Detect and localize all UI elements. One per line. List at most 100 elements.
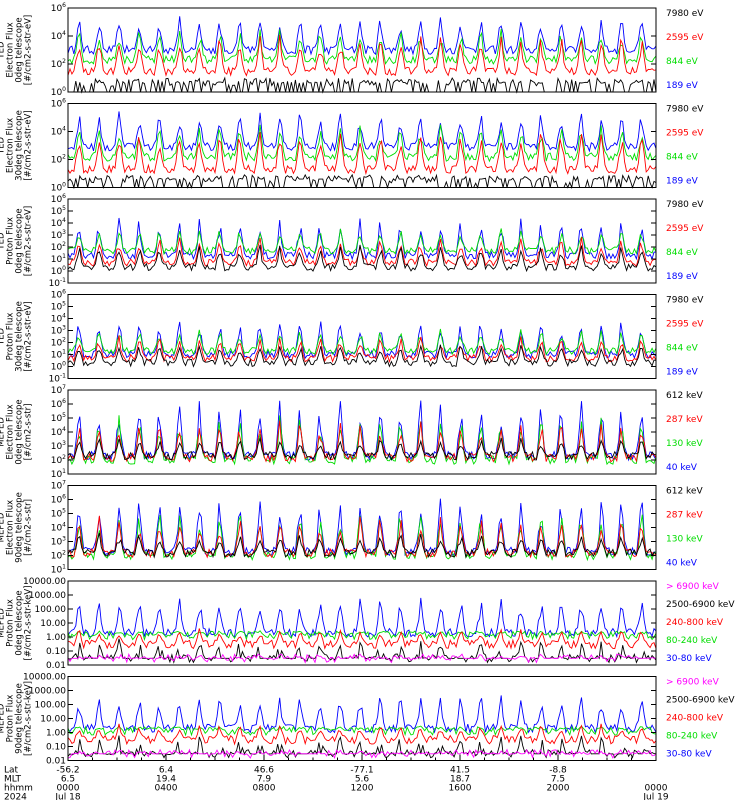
- legend-entry: 287 keV: [666, 415, 703, 425]
- y-axis-label-line: 90deg telescope: [15, 683, 25, 754]
- y-axis-label-line: MEPED: [0, 703, 7, 733]
- legend-entry: 30-80 keV: [666, 654, 712, 664]
- y-axis-label-line: Electron Flux: [6, 404, 16, 459]
- y-tick-label: 101: [51, 253, 66, 265]
- y-tick-label: 1.00: [46, 729, 66, 739]
- series-line-2-1: [67, 173, 657, 190]
- y-tick-label: 104: [51, 30, 66, 42]
- y-tick-label: 102: [51, 58, 66, 70]
- y-tick-label: 100: [51, 182, 66, 194]
- y-axis-label-line: 0deg telescope: [15, 590, 25, 655]
- legend-entry: 7980 eV: [666, 296, 704, 306]
- x-tick-label: 5.6: [355, 775, 370, 785]
- y-axis-label-line: Electron Flux: [6, 500, 16, 555]
- series-line-5-1: [67, 436, 657, 461]
- y-tick-label: 1000.00: [29, 591, 66, 601]
- series-line-1-4: [67, 16, 657, 56]
- x-tick-label: Jul 19: [642, 793, 668, 800]
- series-line-7-4: [67, 629, 657, 642]
- y-tick-label: 104: [51, 426, 66, 438]
- y-tick-label: 106: [51, 398, 66, 410]
- y-tick-label: 106: [51, 193, 66, 205]
- series-line-1-2: [67, 34, 657, 77]
- legend-entry: 189 eV: [666, 272, 699, 282]
- legend-entry: 240-800 keV: [666, 618, 724, 628]
- series-line-7-5: [67, 597, 657, 639]
- series-line-2-3: [67, 124, 657, 163]
- y-axis-label-line: [#/cm2-s-str-eV]: [24, 206, 34, 276]
- y-tick-label: 1000.00: [29, 687, 66, 697]
- y-axis-label-line: [#/cm2-s-str]: [24, 404, 34, 461]
- series-line-8-2: [67, 735, 657, 759]
- y-tick-label: 0.01: [46, 757, 66, 767]
- y-tick-label: 10.00: [40, 715, 66, 725]
- legend-entry: 844 eV: [666, 248, 699, 258]
- y-tick-label: 100: [51, 265, 66, 277]
- y-axis-label: MEPED Proton Flux 0deg telescope [#/cm2-s-s…: [0, 586, 34, 661]
- y-axis-label-line: TED: [0, 136, 7, 155]
- legend-entry: 844 eV: [666, 153, 699, 163]
- y-tick-label: 101: [51, 349, 66, 361]
- legend-entry: 40 keV: [666, 559, 698, 569]
- y-tick-label: 0.10: [46, 743, 66, 753]
- legend-entry: 240-800 keV: [666, 714, 724, 724]
- legend-entry: 7980 eV: [666, 105, 704, 115]
- legend-entry: 189 eV: [666, 177, 699, 187]
- x-tick-label: 6.5: [61, 775, 75, 785]
- y-axis-label: MEPED Electron Flux 0deg telescope [#/cm2-s…: [0, 399, 34, 464]
- series-line-8-1: [67, 748, 657, 760]
- panel-5: 101 102 103 104 105 106 107 MEPED Electron Flux 0…: [0, 384, 703, 480]
- y-axis-label-line: MEPED: [0, 512, 7, 542]
- y-axis-label-line: 30deg telescope: [15, 301, 25, 372]
- legend-entry: > 6900 keV: [666, 678, 720, 688]
- series-line-2-4: [67, 111, 657, 153]
- y-tick-label: 105: [51, 508, 66, 520]
- y-axis-label-line: MEPED: [0, 417, 7, 447]
- x-tick-label: -77.1: [350, 766, 373, 776]
- legend-entry: 2500-6900 keV: [666, 600, 735, 610]
- legend-entry: 130 keV: [666, 439, 703, 449]
- x-tick-label: 0800: [253, 784, 276, 794]
- legend-entry: 2595 eV: [666, 320, 704, 330]
- y-tick-label: 107: [51, 480, 66, 492]
- legend-entry: 612 keV: [666, 487, 703, 497]
- y-tick-label: 10000.00: [23, 673, 66, 683]
- legend-entry: 2595 eV: [666, 129, 704, 139]
- y-tick-label: 102: [51, 550, 66, 562]
- y-tick-label: 104: [51, 217, 66, 229]
- y-tick-label: 107: [51, 384, 66, 396]
- legend-entry: > 6900 keV: [666, 582, 720, 592]
- y-tick-label: 10.00: [40, 619, 66, 629]
- y-tick-label: 100.00: [35, 605, 67, 615]
- panel-1: 100 102 104 106 TED Electron Flux 0deg telesco…: [0, 2, 704, 98]
- y-tick-label: 102: [51, 154, 66, 166]
- y-tick-label: 10000.00: [23, 577, 66, 587]
- y-axis-label: MEPED Proton Flux 90deg telescope [#/cm2-s-…: [0, 681, 34, 756]
- y-axis-label-line: 90deg telescope: [15, 492, 25, 563]
- series-line-7-1: [67, 652, 657, 664]
- legend-entry: 7980 eV: [666, 200, 704, 210]
- series-line-5-4: [67, 400, 657, 462]
- legend-entry: 80-240 keV: [666, 636, 718, 646]
- y-tick-label: 105: [51, 412, 66, 424]
- x-tick-label: 1600: [449, 784, 472, 794]
- y-tick-label: 0.01: [46, 661, 66, 671]
- x-tick-label: 0000: [57, 784, 80, 794]
- x-tick-label: -8.8: [549, 766, 567, 776]
- y-axis-label: TED Proton Flux 0deg telescope [#/cm2-s-str…: [0, 206, 34, 276]
- y-axis-label: TED Electron Flux 30deg telescope [#/cm2-s-…: [0, 110, 34, 181]
- x-tick-label: 2000: [547, 784, 570, 794]
- panel-8: 0.010.101.0010.00100.001000.0010000.00ME…: [0, 673, 735, 767]
- y-axis-label-line: [#/cm2-s-str-eV]: [24, 15, 34, 85]
- y-axis-label-line: Electron Flux: [6, 118, 16, 173]
- y-tick-label: 102: [51, 337, 66, 349]
- y-axis-label-line: 0deg telescope: [15, 399, 25, 464]
- y-axis-label: TED Electron Flux 0deg telescope [#/cm2-s-s…: [0, 15, 34, 85]
- x-tick-label: 1200: [351, 784, 374, 794]
- y-axis-label-line: Electron Flux: [6, 22, 16, 77]
- y-tick-label: 101: [51, 468, 66, 480]
- y-tick-label: 105: [51, 301, 66, 313]
- y-tick-label: 104: [51, 313, 66, 325]
